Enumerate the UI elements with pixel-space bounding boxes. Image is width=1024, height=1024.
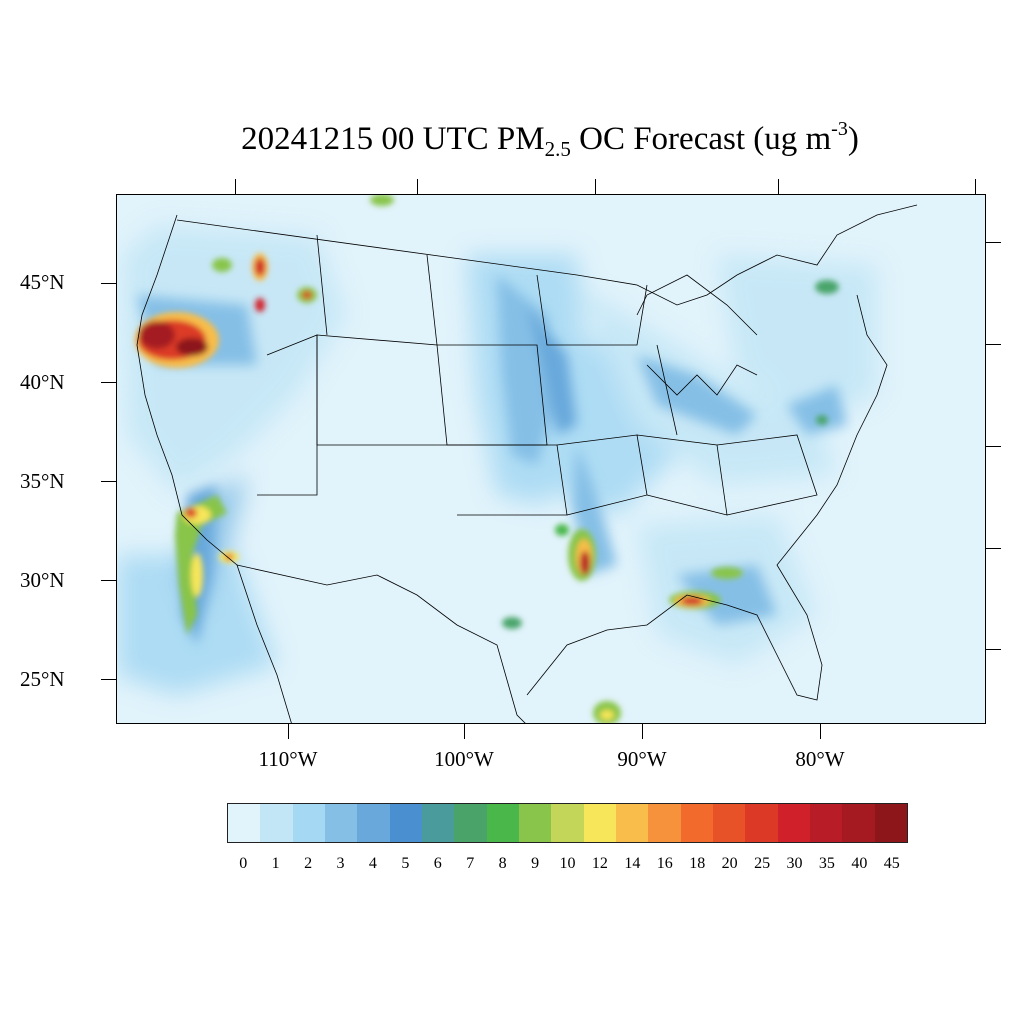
lat-tick — [101, 679, 116, 680]
colorbar-swatch — [777, 804, 810, 842]
colorbar-label: 5 — [401, 855, 410, 872]
colorbar — [227, 803, 908, 843]
hotspot-california — [175, 495, 621, 723]
colorbar-label: 1 — [271, 855, 280, 872]
hotspot-louisiana — [502, 524, 596, 629]
top-tick — [975, 179, 976, 194]
right-tick — [986, 548, 1001, 549]
lat-tick — [101, 481, 116, 482]
lat-tick — [101, 382, 116, 383]
colorbar-label: 35 — [818, 855, 835, 872]
colorbar-label: 12 — [591, 855, 608, 872]
lat-label-30n: 30°N — [20, 568, 65, 592]
colorbar-label: 25 — [754, 855, 771, 872]
colorbar-label: 14 — [624, 855, 641, 872]
forecast-map[interactable] — [116, 194, 986, 724]
colorbar-label: 30 — [786, 855, 803, 872]
top-tick — [778, 179, 779, 194]
colorbar-swatch — [357, 804, 390, 842]
colorbar-swatch — [518, 804, 552, 842]
hotspot-gulf-coast — [669, 280, 839, 609]
colorbar-label: 9 — [531, 855, 540, 872]
right-tick — [986, 649, 1001, 650]
colorbar-swatch — [324, 804, 358, 842]
colorbar-label: 18 — [689, 855, 706, 872]
colorbar-swatch — [421, 804, 455, 842]
colorbar-label: 45 — [883, 855, 900, 872]
colorbar-swatch — [486, 804, 519, 842]
top-tick — [417, 179, 418, 194]
right-tick — [986, 446, 1001, 447]
lat-label-25n: 25°N — [20, 667, 65, 691]
lat-label-35n: 35°N — [20, 469, 65, 493]
map-canvas — [117, 195, 918, 723]
hotspot-montana — [212, 195, 394, 312]
colorbar-swatch — [745, 804, 778, 842]
map-title: 20241215 00 UTC PM2.5 OC Forecast (ug m-… — [241, 118, 859, 161]
right-tick — [986, 242, 1001, 243]
top-tick — [235, 179, 236, 194]
colorbar-swatch — [648, 804, 681, 842]
colorbar-label: 16 — [656, 855, 673, 872]
colorbar-swatch — [228, 804, 261, 842]
lat-label-45n: 45°N — [20, 270, 65, 294]
lon-tick — [820, 724, 821, 739]
colorbar-swatch — [292, 804, 325, 842]
lat-label-40n: 40°N — [20, 370, 65, 394]
lat-tick — [101, 283, 116, 284]
lon-label-90w: 90°W — [617, 747, 667, 771]
colorbar-label: 3 — [336, 855, 345, 872]
colorbar-swatch — [712, 804, 746, 842]
lon-tick — [642, 724, 643, 739]
colorbar-swatch — [680, 804, 713, 842]
colorbar-swatch — [615, 804, 649, 842]
lon-label-80w: 80°W — [795, 747, 845, 771]
colorbar-swatch — [454, 804, 487, 842]
colorbar-label: 4 — [368, 855, 377, 872]
hotspot-oregon — [135, 312, 219, 368]
colorbar-swatch — [809, 804, 843, 842]
colorbar-label: 20 — [721, 855, 738, 872]
colorbar-label: 40 — [851, 855, 868, 872]
colorbar-swatch — [842, 804, 875, 842]
colorbar-label: 8 — [498, 855, 507, 872]
background-concentration — [117, 225, 877, 695]
lon-tick — [288, 724, 289, 739]
top-tick — [595, 179, 596, 194]
colorbar-swatch — [551, 804, 584, 842]
colorbar-label: 10 — [559, 855, 576, 872]
colorbar-label: 2 — [304, 855, 313, 872]
colorbar-swatch — [260, 804, 293, 842]
colorbar-swatch — [874, 804, 907, 842]
colorbar-swatch — [583, 804, 616, 842]
lon-label-100w: 100°W — [434, 747, 494, 771]
colorbar-label: 0 — [239, 855, 248, 872]
colorbar-label: 7 — [466, 855, 475, 872]
lon-tick — [464, 724, 465, 739]
boundary-lines — [136, 204, 918, 723]
lat-tick — [101, 580, 116, 581]
lon-label-110w: 110°W — [258, 747, 318, 771]
colorbar-label: 6 — [433, 855, 442, 872]
right-tick — [986, 344, 1001, 345]
colorbar-swatch — [389, 804, 422, 842]
